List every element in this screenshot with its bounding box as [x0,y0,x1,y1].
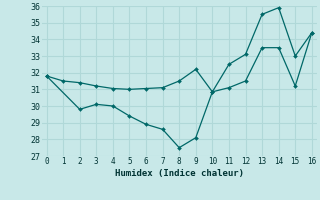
X-axis label: Humidex (Indice chaleur): Humidex (Indice chaleur) [115,169,244,178]
